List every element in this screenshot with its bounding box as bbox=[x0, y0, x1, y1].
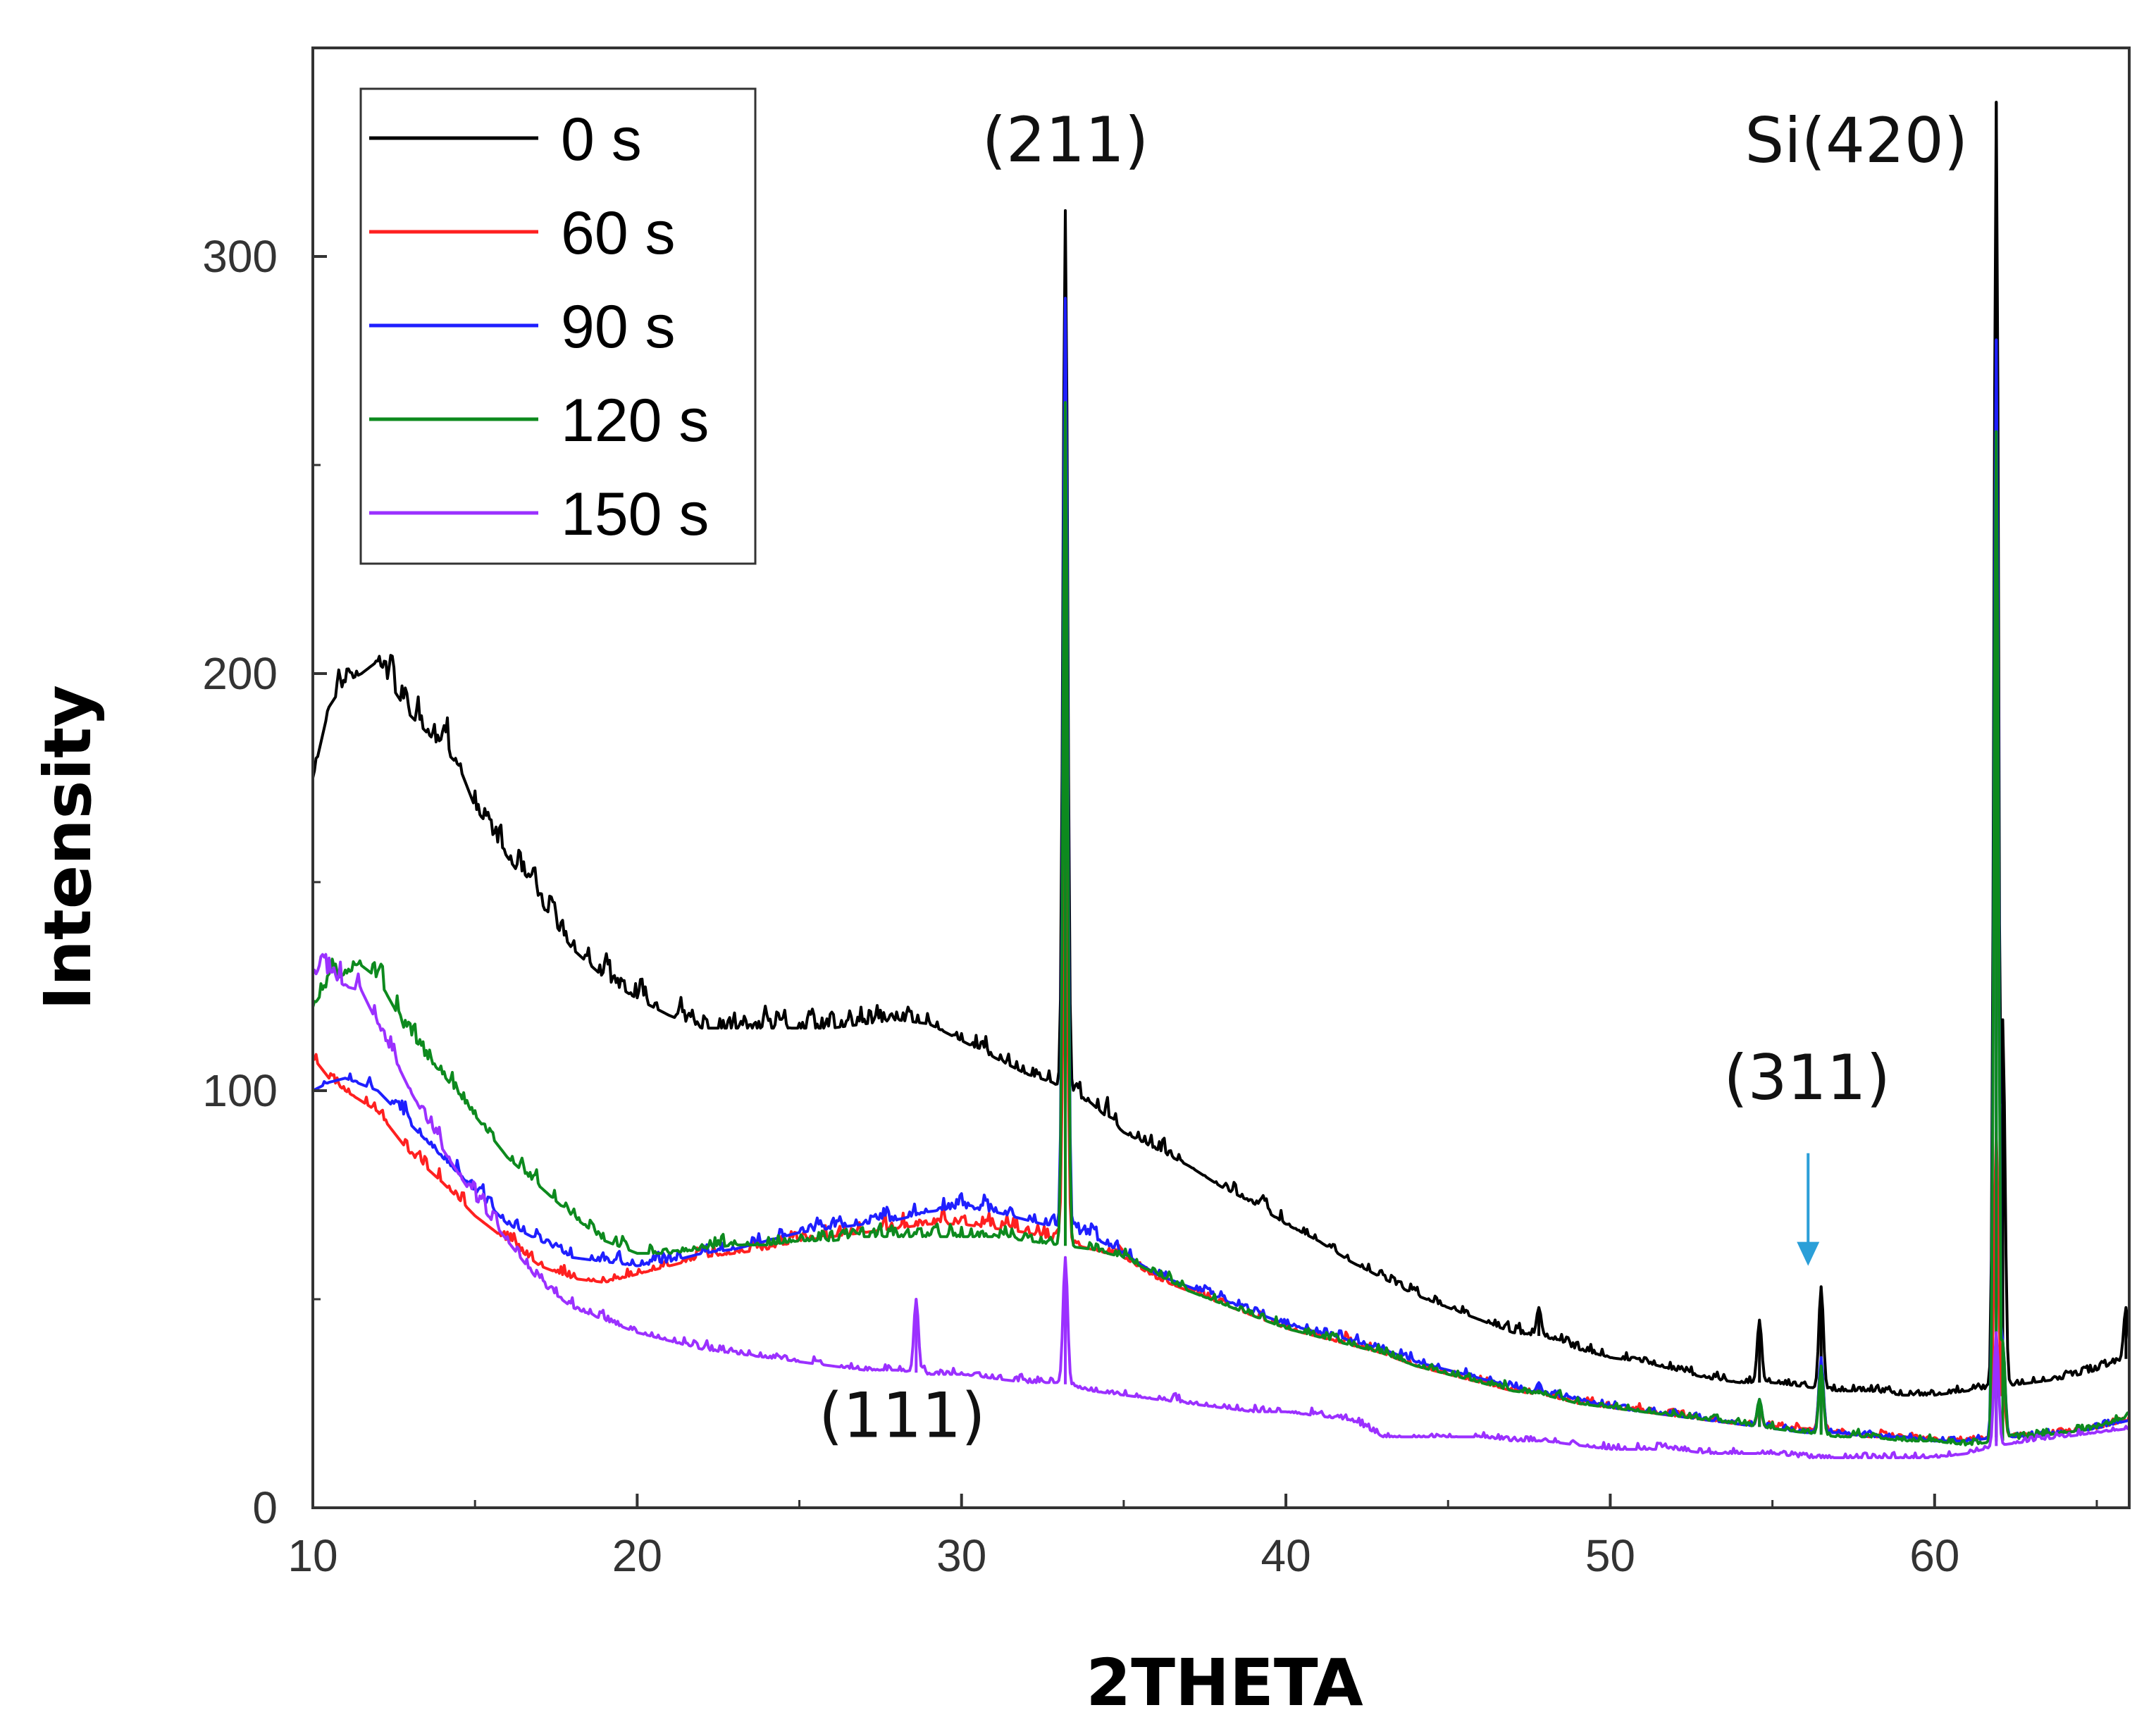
legend-label-150s: 150 s bbox=[561, 481, 709, 548]
x-tick-label-20: 20 bbox=[612, 1530, 662, 1581]
x-tick-label-40: 40 bbox=[1260, 1530, 1311, 1581]
y-tick-label-100: 100 bbox=[202, 1065, 278, 1116]
legend: 0 s 60 s 90 s 120 s 150 s bbox=[359, 87, 757, 565]
legend-label-120s: 120 s bbox=[561, 387, 709, 454]
x-axis-title: 2THETA bbox=[1086, 1645, 1363, 1721]
peak-label-111: (111) bbox=[819, 1379, 986, 1451]
series-line-120s bbox=[311, 401, 2130, 1446]
series-line-150s bbox=[311, 953, 2130, 1459]
x-tick-label-50: 50 bbox=[1585, 1530, 1635, 1581]
annotation-layer: (211) Si(420) (311) (111) bbox=[819, 104, 1968, 1451]
legend-label-90s: 90 s bbox=[561, 293, 676, 361]
peak-label-211: (211) bbox=[982, 104, 1149, 176]
legend-label-0s: 0 s bbox=[561, 106, 642, 173]
x-tick-label-10: 10 bbox=[287, 1530, 337, 1581]
peak-label-si420: Si(420) bbox=[1745, 104, 1968, 177]
y-axis-title: Intensity bbox=[30, 685, 106, 1010]
peak-label-311: (311) bbox=[1723, 1041, 1890, 1114]
series-line-0s bbox=[311, 101, 2131, 1397]
legend-entry-90s: 90 s bbox=[369, 293, 676, 361]
legend-entry-0s: 0 s bbox=[369, 106, 642, 173]
plot-frame bbox=[311, 47, 2131, 1509]
y-tick-label-0: 0 bbox=[252, 1482, 278, 1533]
arrow-311-head bbox=[1797, 1241, 1820, 1266]
legend-entry-150s: 150 s bbox=[369, 481, 709, 548]
y-tick-label-300: 300 bbox=[202, 231, 278, 282]
series-layer bbox=[311, 101, 2131, 1459]
legend-entry-120s: 120 s bbox=[369, 387, 709, 454]
legend-entry-60s: 60 s bbox=[369, 199, 676, 267]
legend-label-60s: 60 s bbox=[561, 199, 676, 267]
x-tick-label-60: 60 bbox=[1909, 1530, 1959, 1581]
axes-layer: 10 20 30 40 50 60 0 100 200 300 bbox=[202, 47, 2131, 1581]
x-tick-label-30: 30 bbox=[936, 1530, 986, 1581]
y-tick-label-200: 200 bbox=[202, 648, 278, 699]
